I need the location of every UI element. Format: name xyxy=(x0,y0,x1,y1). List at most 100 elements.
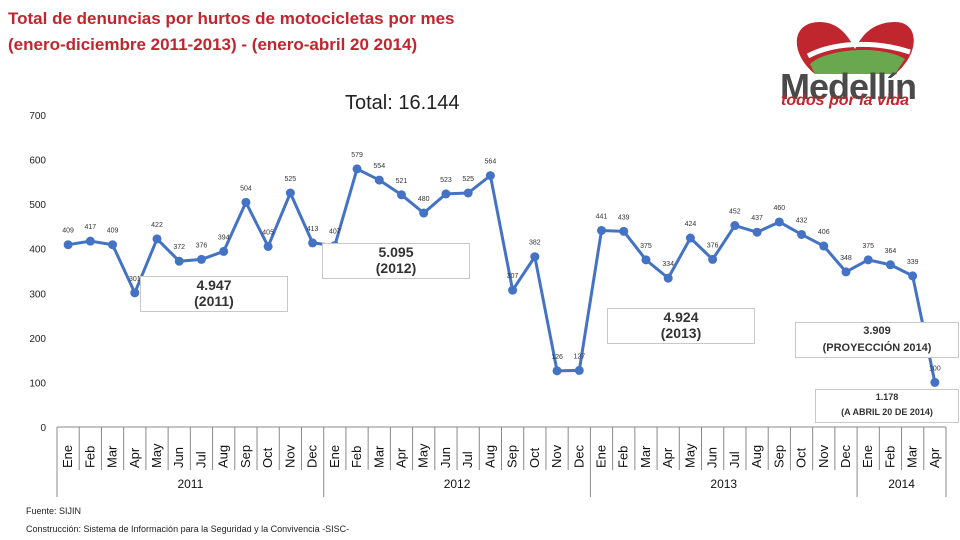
month-tick-label: Aug xyxy=(216,445,231,468)
data-label: 441 xyxy=(596,213,608,220)
box-projection-2014: 3.909 (PROYECCIÓN 2014) xyxy=(795,322,959,358)
data-point xyxy=(63,240,73,250)
month-tick-label: Sep xyxy=(771,445,786,468)
data-label: 554 xyxy=(373,163,385,170)
data-point xyxy=(441,189,451,199)
data-point xyxy=(374,175,384,185)
month-tick-label: Sep xyxy=(238,445,253,468)
month-tick-label: Jul xyxy=(727,451,742,468)
box-2011: 4.947 (2011) xyxy=(140,276,288,312)
month-tick-label: May xyxy=(416,443,431,468)
month-tick-label: Mar xyxy=(105,445,120,468)
month-tick-label: Jun xyxy=(438,447,453,468)
data-point xyxy=(730,221,740,231)
data-label: 525 xyxy=(462,176,474,183)
month-tick-label: Dec xyxy=(305,444,320,468)
month-tick-label: Sep xyxy=(505,445,520,468)
data-label: 564 xyxy=(485,159,497,166)
data-label: 394 xyxy=(218,234,230,241)
box-2013: 4.924 (2013) xyxy=(607,308,755,344)
heart-logo-icon xyxy=(796,22,914,74)
data-point xyxy=(819,241,829,251)
data-point xyxy=(885,260,895,270)
data-point xyxy=(708,254,718,264)
y-tick-label: 200 xyxy=(29,334,46,345)
box-april-value: 1.178 xyxy=(875,392,899,402)
month-tick-label: Mar xyxy=(371,445,386,468)
logo-name: Medellín xyxy=(780,66,917,107)
month-tick-label: Nov xyxy=(816,444,831,468)
data-label: 432 xyxy=(796,217,808,224)
data-label: 382 xyxy=(529,240,541,247)
data-point xyxy=(908,271,918,281)
data-point xyxy=(552,366,562,376)
box-2012: 5.095 (2012) xyxy=(322,243,470,279)
month-tick-label: Dec xyxy=(838,444,853,468)
y-tick-label: 100 xyxy=(29,378,46,389)
data-label: 460 xyxy=(773,205,785,212)
data-label: 406 xyxy=(818,229,830,236)
title-line-1: Total de denuncias por hurtos de motocic… xyxy=(8,9,455,28)
data-point xyxy=(152,234,162,244)
data-point xyxy=(308,238,318,248)
data-label: 480 xyxy=(418,196,430,203)
month-tick-label: Jun xyxy=(171,447,186,468)
data-label: 372 xyxy=(173,244,185,251)
data-point xyxy=(619,226,629,236)
data-point xyxy=(930,377,940,387)
logo-tagline: todos por la vida xyxy=(781,92,910,109)
box-2011-value: 4.947 xyxy=(196,277,232,293)
y-tick-label: 400 xyxy=(29,245,46,256)
data-point xyxy=(774,217,784,227)
month-tick-label: Apr xyxy=(927,447,942,468)
data-label: 525 xyxy=(285,176,297,183)
box-april-label: (A ABRIL 20 DE 2014) xyxy=(841,407,933,417)
data-point xyxy=(863,255,873,265)
data-label: 334 xyxy=(662,261,674,268)
data-point xyxy=(663,273,673,283)
month-tick-label: Aug xyxy=(749,445,764,468)
data-label: 375 xyxy=(640,243,652,250)
data-point xyxy=(352,164,362,174)
data-label: 439 xyxy=(618,214,630,221)
data-point xyxy=(752,227,762,237)
data-label: 407 xyxy=(329,229,341,236)
month-tick-label: Oct xyxy=(527,447,542,468)
data-label: 375 xyxy=(862,243,874,250)
series-line xyxy=(67,167,937,383)
data-label: 417 xyxy=(84,224,96,231)
month-tick-label: Mar xyxy=(638,445,653,468)
month-tick-label: Ene xyxy=(860,445,875,468)
y-tick-label: 700 xyxy=(29,111,46,122)
footer-source: Fuente: SIJIN xyxy=(26,506,82,516)
box-2012-value: 5.095 xyxy=(378,244,414,260)
footer-construction: Construcción: Sistema de Información par… xyxy=(26,524,350,534)
data-point xyxy=(241,197,251,207)
box-april-2014: 1.178 (A ABRIL 20 DE 2014) xyxy=(815,389,959,423)
data-point xyxy=(219,246,229,256)
month-tick-label: Feb xyxy=(616,446,631,468)
month-tick-label: Aug xyxy=(482,445,497,468)
data-point xyxy=(463,188,473,198)
year-label: 2013 xyxy=(710,477,737,491)
data-point xyxy=(196,254,206,264)
data-label: 413 xyxy=(307,226,319,233)
data-label: 376 xyxy=(707,242,719,249)
data-point xyxy=(508,285,518,295)
year-label: 2012 xyxy=(444,477,471,491)
data-label: 504 xyxy=(240,185,252,192)
month-tick-label: Oct xyxy=(260,447,275,468)
data-label: 364 xyxy=(885,248,897,255)
month-tick-label: Oct xyxy=(794,447,809,468)
data-label: 339 xyxy=(907,259,919,266)
month-tick-label: Nov xyxy=(549,444,564,468)
month-tick-label: May xyxy=(149,443,164,468)
y-tick-label: 600 xyxy=(29,156,46,167)
month-tick-label: Ene xyxy=(327,445,342,468)
data-point xyxy=(396,190,406,200)
data-point xyxy=(130,288,140,298)
data-point xyxy=(841,267,851,277)
month-tick-label: Apr xyxy=(660,447,675,468)
data-label: 126 xyxy=(551,354,563,361)
data-label: 579 xyxy=(351,152,363,159)
